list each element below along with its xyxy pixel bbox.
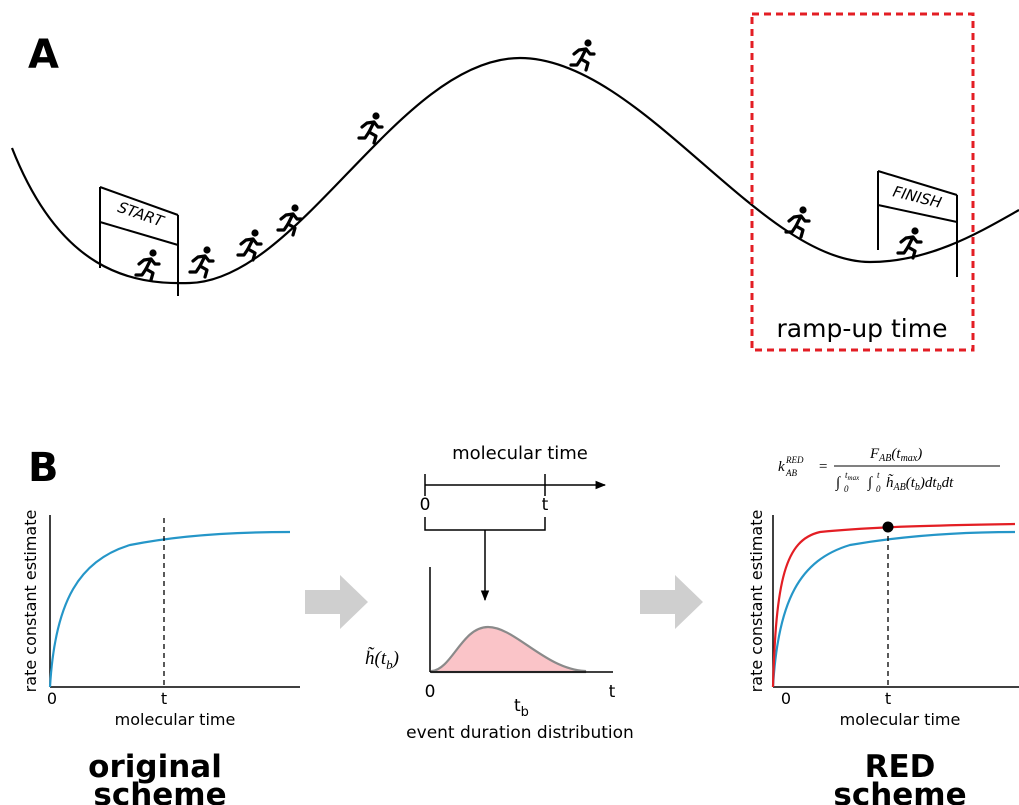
timeline-end: t [542, 495, 549, 515]
formula-part: AB [893, 482, 906, 493]
formula-part: 0 [876, 484, 881, 494]
y-label-part: ) [392, 648, 399, 669]
formula-part: RED [785, 455, 804, 465]
formula-part: AB [878, 453, 891, 464]
highlight-box [752, 14, 973, 350]
x-start: 0 [47, 689, 57, 708]
axes [50, 515, 300, 687]
x-mark: t [161, 689, 167, 708]
curve [50, 532, 290, 687]
formula-part: k [778, 459, 785, 475]
caption: scheme [833, 777, 966, 805]
panel-label: B [28, 445, 59, 491]
formula-part: 0 [844, 484, 849, 494]
flow-arrow [640, 575, 703, 629]
finish-label: FINISH [891, 182, 943, 211]
curve [773, 524, 1015, 687]
caption: scheme [93, 777, 226, 805]
timeline-title: molecular time [452, 443, 588, 464]
formula-part: tmax [845, 470, 860, 482]
y-label-part: h̃(t [365, 647, 387, 669]
figure: A START FINISH ramp-up time B rate const… [0, 0, 1019, 805]
y-label: rate constant estimate [21, 510, 40, 693]
x-start: 0 [781, 689, 791, 708]
formula-part: ∫ [867, 475, 874, 491]
caption: event duration distribution [406, 723, 634, 743]
y-label: rate constant estimate [747, 510, 766, 693]
start-label: START [115, 198, 167, 231]
estimate-point [883, 522, 894, 533]
y-label: h̃(tb) [365, 647, 399, 672]
formula-part: AB [785, 468, 797, 478]
timeline [425, 474, 605, 600]
x-label: molecular time [840, 710, 961, 729]
formula-part: t [877, 470, 880, 480]
x-mark: tb [514, 696, 529, 720]
formula-part: = [818, 459, 828, 475]
formula-part: max [901, 453, 918, 464]
formula: k RED AB = FAB(tmax) ∫ tmax 0 ∫ t 0 h̃AB… [778, 446, 1000, 494]
panel-label: A [28, 32, 59, 78]
formula-part: ) [916, 446, 922, 462]
flow-arrow [305, 575, 368, 629]
formula-denominator: h̃AB(tb)dtbdt [886, 474, 954, 493]
formula-part: max [848, 474, 861, 482]
runners [136, 39, 921, 280]
distribution [432, 627, 585, 672]
x-mark: t [885, 689, 891, 708]
x-start: 0 [425, 682, 436, 702]
timeline-start: 0 [420, 495, 431, 515]
landscape [12, 58, 1019, 283]
formula-part: )dt [919, 475, 937, 491]
x-label: molecular time [115, 710, 236, 729]
formula-part: dt [942, 475, 955, 491]
x-mark-part: b [521, 705, 529, 720]
formula-part: h̃ [886, 474, 894, 491]
axes [773, 515, 1019, 687]
x-end: t [609, 682, 616, 702]
formula-part: ∫ [835, 475, 842, 491]
formula-numerator: FAB(tmax) [869, 446, 922, 464]
curve [773, 532, 1015, 687]
highlight-label: ramp-up time [777, 314, 948, 343]
